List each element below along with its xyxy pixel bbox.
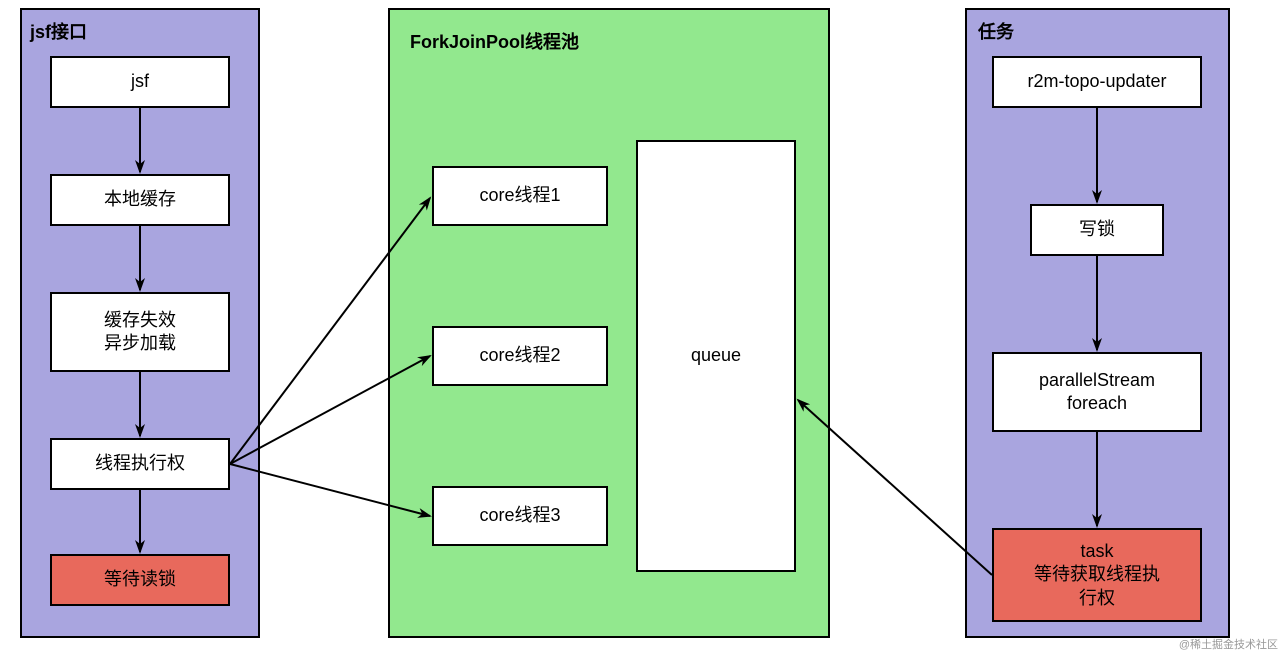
core-thread-2-box: core线程2: [432, 326, 608, 386]
core-thread-3-box: core线程3: [432, 486, 608, 546]
jsf-box: jsf: [50, 56, 230, 108]
thread-exec-box: 线程执行权: [50, 438, 230, 490]
local-cache-box: 本地缓存: [50, 174, 230, 226]
task-container-title: 任务: [978, 18, 1014, 44]
write-lock-box: 写锁: [1030, 204, 1164, 256]
core-thread-1-box: core线程1: [432, 166, 608, 226]
r2m-updater-box: r2m-topo-updater: [992, 56, 1202, 108]
task-wait-box: task 等待获取线程执 行权: [992, 528, 1202, 622]
pool-container-title: ForkJoinPool线程池: [410, 28, 579, 54]
jsf-container-title: jsf接口: [30, 18, 87, 44]
queue-box: queue: [636, 140, 796, 572]
parallel-stream-box: parallelStream foreach: [992, 352, 1202, 432]
watermark-text: @稀土掘金技术社区: [1179, 636, 1278, 652]
cache-invalid-box: 缓存失效 异步加载: [50, 292, 230, 372]
wait-read-lock-box: 等待读锁: [50, 554, 230, 606]
